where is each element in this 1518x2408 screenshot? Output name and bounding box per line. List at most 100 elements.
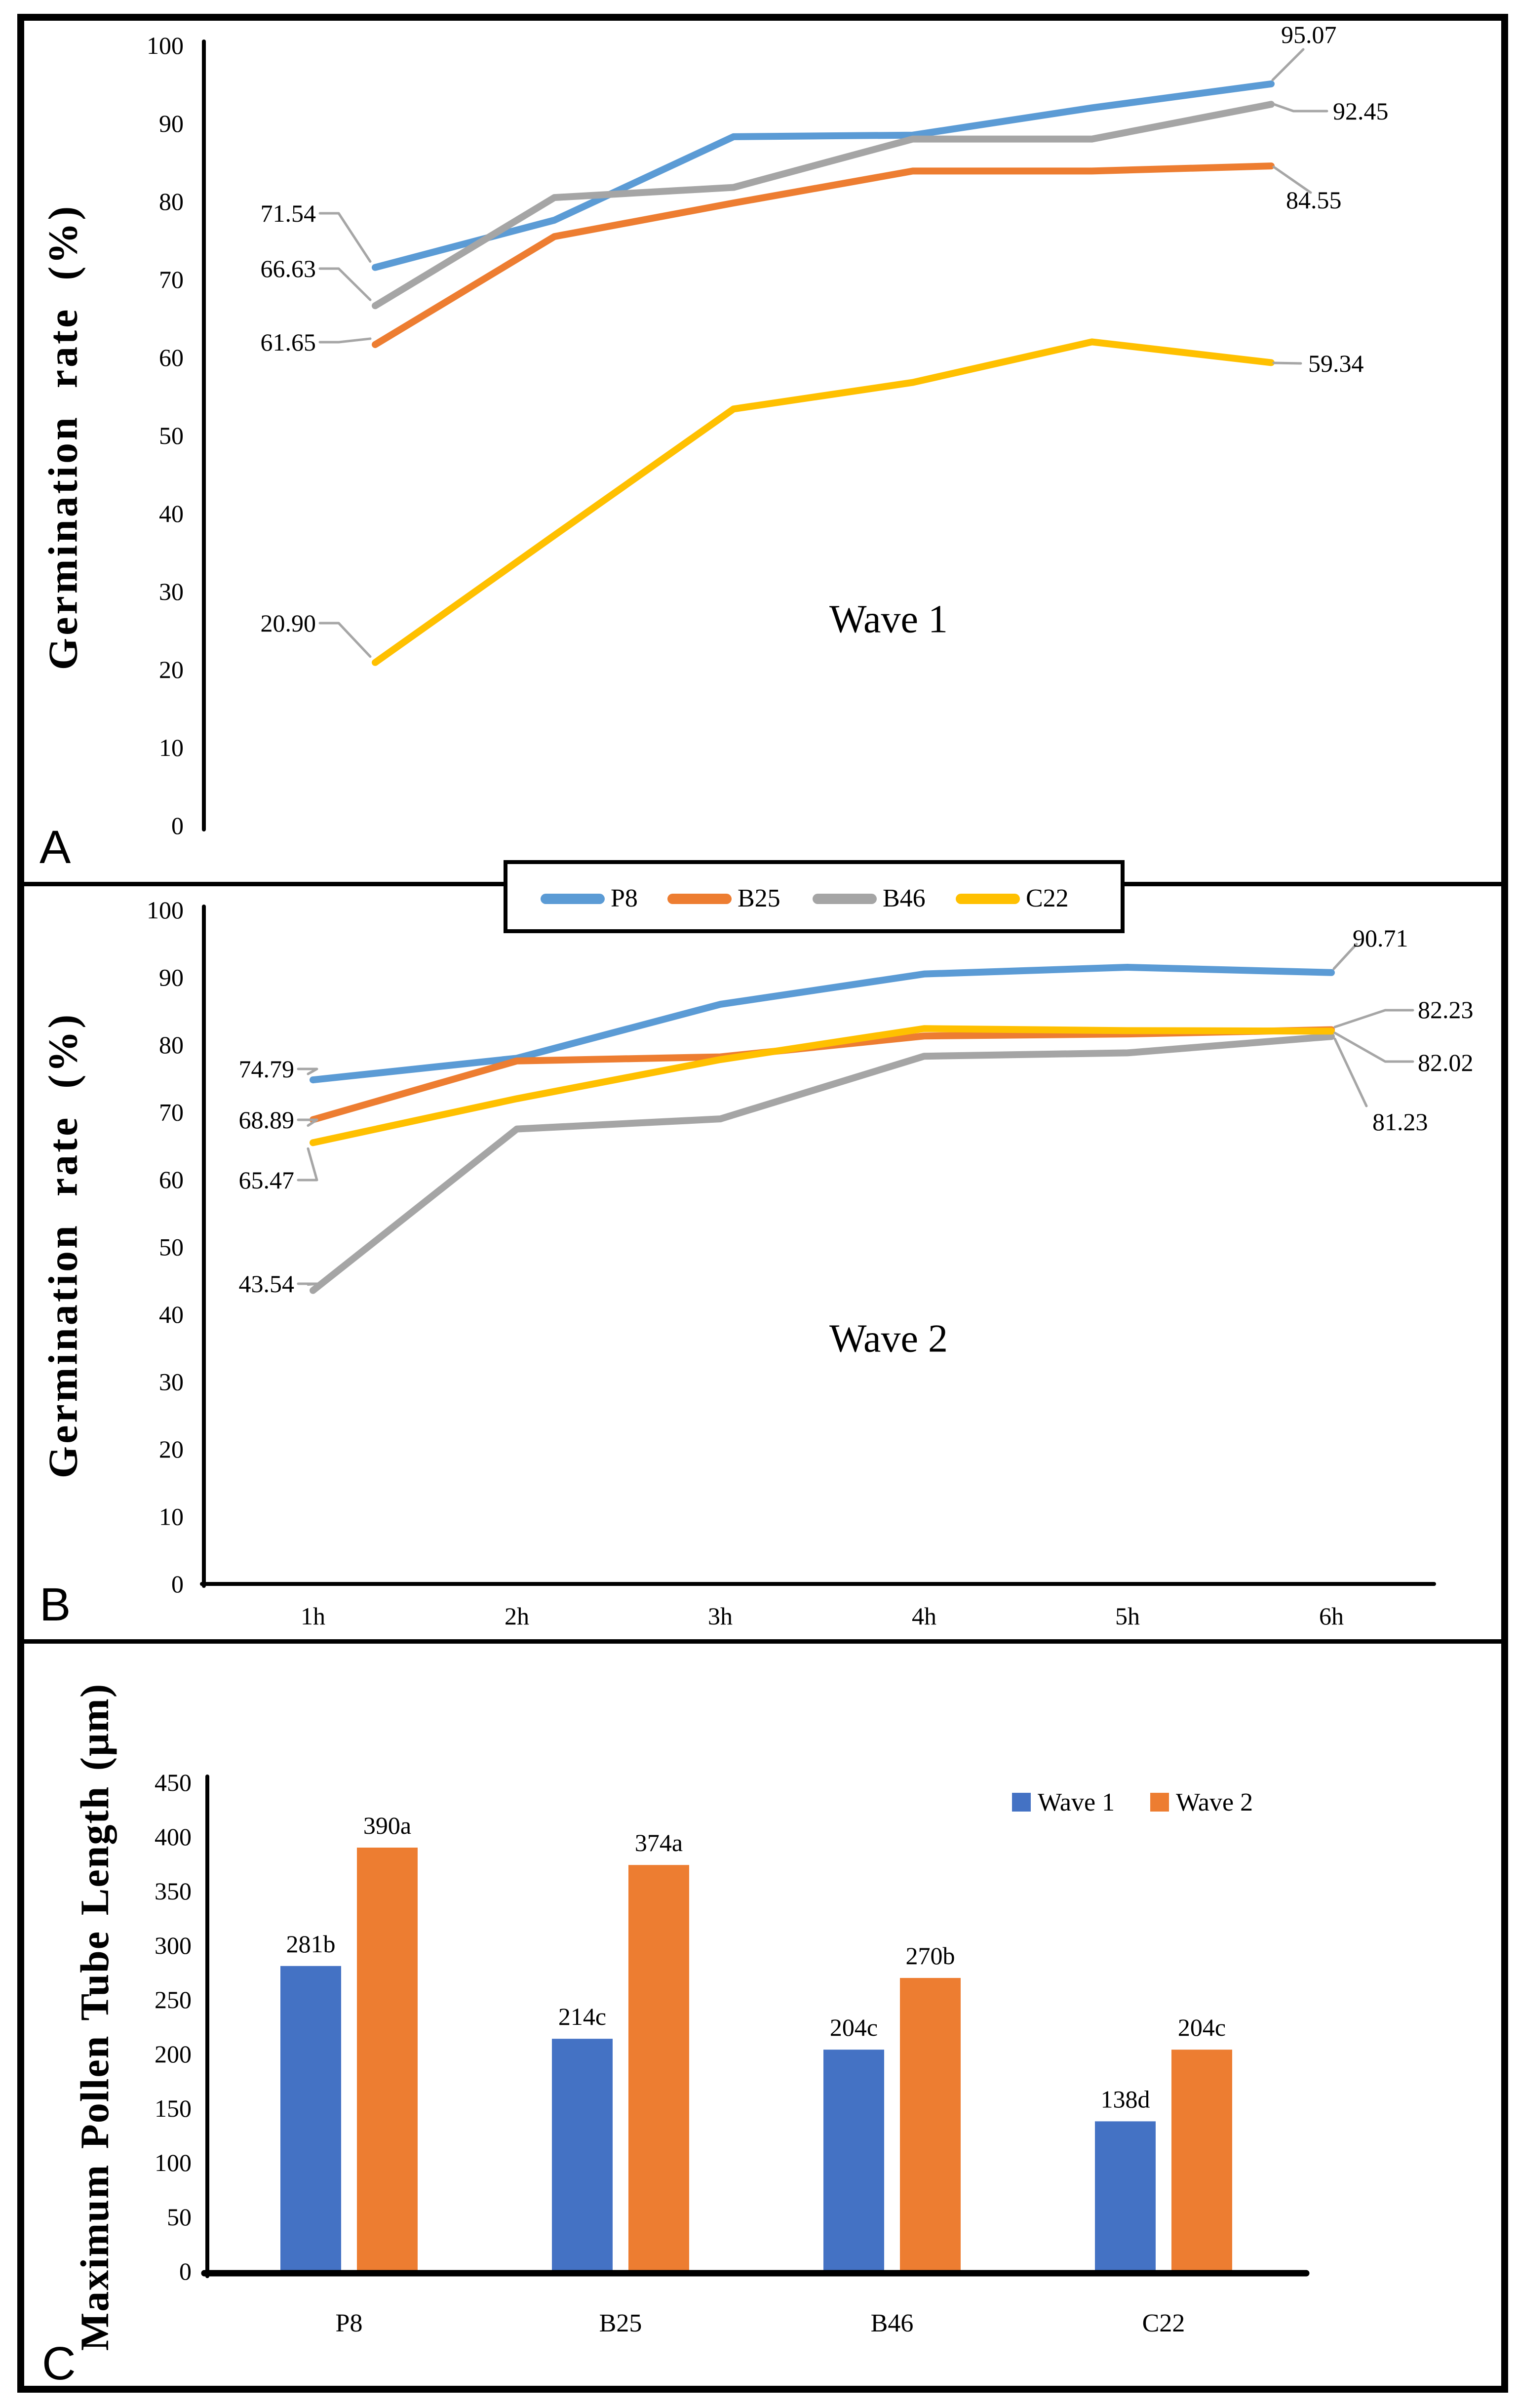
y-tick-label: 150: [155, 2094, 192, 2122]
y-tick-label: 20: [159, 656, 184, 683]
legend-dash-c22: [956, 893, 1020, 904]
bar-wave2-b25: [628, 1865, 689, 2271]
y-tick-label: 300: [155, 1932, 192, 1959]
y-tick-label: 100: [147, 896, 184, 924]
series-line-c22: [310, 1025, 1335, 1146]
y-tick-label: 0: [171, 812, 184, 839]
leader-line: [1333, 1037, 1368, 1107]
x-tick-label: 6h: [1319, 1602, 1344, 1630]
y-tick-label: 100: [147, 32, 184, 59]
legend-swatch-wave1: [1012, 1793, 1031, 1812]
panel-b-annotation: Wave 2: [829, 1317, 948, 1361]
leader-line: [1271, 48, 1305, 81]
bar-wave1-c22: [1095, 2121, 1156, 2271]
y-tick-label: 30: [159, 1368, 184, 1396]
panel-separator-bc: [21, 1639, 1505, 1644]
legend-label-c22: C22: [1026, 884, 1069, 912]
bar-value-label: 281b: [286, 1930, 336, 1958]
x-tick-label: 3h: [708, 1602, 733, 1630]
data-label-end: 82.23: [1418, 996, 1474, 1024]
leader-line: [297, 1067, 318, 1075]
legend-box: P8 B25 B46 C22: [504, 860, 1125, 933]
y-tick-label: 80: [159, 1031, 184, 1059]
legend-dash-b46: [813, 893, 877, 904]
data-label-start: 65.47: [239, 1166, 295, 1194]
bar-wave2-b46: [900, 1978, 961, 2271]
data-label-start: 66.63: [261, 255, 316, 282]
y-tick-label: 70: [159, 266, 184, 293]
y-tick-label: 0: [179, 2257, 192, 2285]
legend-item-b25: B25: [667, 884, 780, 912]
series-line-p8: [310, 964, 1335, 1084]
y-tick-label: 40: [159, 1301, 184, 1328]
data-label-end: 81.23: [1372, 1108, 1428, 1136]
bar-value-label: 138d: [1101, 2085, 1150, 2113]
x-tick-label: 5h: [1115, 1602, 1140, 1630]
panel-b-letter: B: [39, 1579, 71, 1631]
y-tick-label: 80: [159, 188, 184, 215]
bar-wave1-b46: [823, 2050, 884, 2271]
legend-item-wave1: Wave 1: [1012, 1788, 1115, 1816]
data-label-end: 82.02: [1418, 1049, 1474, 1076]
data-label-end: 90.71: [1353, 924, 1408, 952]
leader-line: [318, 622, 372, 658]
leader-line: [1333, 1009, 1414, 1028]
y-tick-label: 70: [159, 1099, 184, 1126]
y-tick-label: 10: [159, 734, 184, 761]
y-tick-label: 450: [155, 1769, 192, 1796]
legend-label-wave1: Wave 1: [1038, 1788, 1115, 1816]
leader-line: [318, 212, 372, 263]
bar-wave2-p8: [357, 1848, 418, 2271]
data-label-end: 92.45: [1333, 97, 1389, 125]
leader-line: [297, 1282, 318, 1286]
series-line-b25: [372, 162, 1275, 348]
data-label-start: 61.65: [261, 328, 316, 356]
leader-line: [297, 1118, 318, 1127]
data-label-start: 71.54: [261, 199, 316, 227]
data-label-end: 59.34: [1308, 350, 1364, 377]
y-tick-label: 30: [159, 578, 184, 605]
legend-label-b25: B25: [738, 884, 780, 912]
data-label-end: 84.55: [1286, 186, 1342, 214]
y-tick-label: 0: [171, 1570, 184, 1598]
x-tick-label: 4h: [912, 1602, 936, 1630]
y-tick-label: 40: [159, 500, 184, 527]
panel-a-letter: A: [39, 821, 71, 873]
legend-label-wave2: Wave 2: [1176, 1788, 1253, 1816]
leader-line: [318, 267, 372, 301]
y-tick-label: 350: [155, 1877, 192, 1905]
bar-wave2-c22: [1171, 2050, 1232, 2271]
legend-dash-b25: [667, 893, 732, 904]
leader-line: [1272, 165, 1312, 194]
category-label: C22: [1142, 2309, 1185, 2337]
panel-a-y-axis-title: Germination rate (%): [40, 203, 86, 671]
legend-item-wave2: Wave 2: [1150, 1788, 1253, 1816]
legend-dash-p8: [541, 893, 605, 904]
figure-border: [17, 14, 1508, 2393]
bar-value-label: 204c: [830, 2013, 878, 2041]
legend-label-p8: P8: [611, 884, 638, 912]
y-tick-label: 200: [155, 2040, 192, 2068]
leader-line: [1272, 103, 1328, 113]
y-tick-label: 20: [159, 1435, 184, 1463]
y-tick-label: 60: [159, 1166, 184, 1193]
panel-c-letter: C: [42, 2337, 76, 2390]
data-label-start: 20.90: [261, 609, 316, 637]
series-line-p8: [372, 80, 1275, 271]
leader-line: [1333, 1031, 1414, 1063]
y-tick-label: 400: [155, 1823, 192, 1851]
series-line-c22: [372, 338, 1275, 666]
series-line-b46: [310, 1033, 1335, 1294]
bar-value-label: 374a: [635, 1829, 683, 1856]
bar-wave1-b25: [552, 2039, 613, 2271]
panel-a-annotation: Wave 1: [829, 597, 948, 641]
y-tick-label: 60: [159, 344, 184, 371]
data-label-start: 74.79: [239, 1055, 295, 1083]
y-tick-label: 250: [155, 1986, 192, 2013]
data-label-start: 43.54: [239, 1270, 295, 1298]
y-tick-label: 10: [159, 1503, 184, 1531]
bar-wave1-p8: [280, 1966, 341, 2271]
y-tick-label: 100: [155, 2149, 192, 2176]
